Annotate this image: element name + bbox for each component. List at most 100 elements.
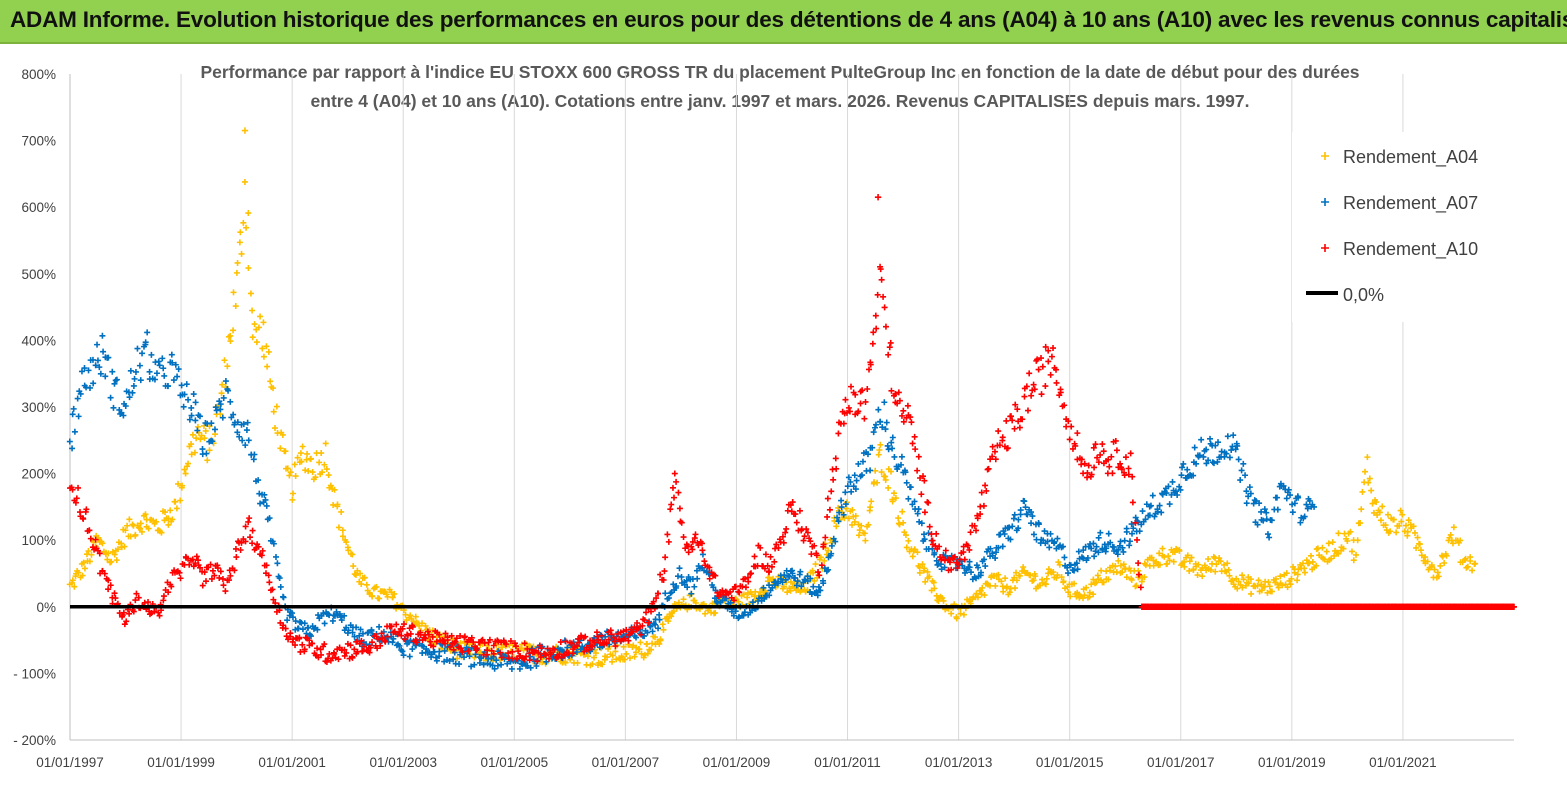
data-point bbox=[1273, 575, 1279, 582]
data-point bbox=[1156, 561, 1163, 568]
data-point bbox=[855, 408, 862, 415]
data-point bbox=[1393, 529, 1400, 536]
data-point bbox=[1123, 525, 1130, 532]
data-point bbox=[1091, 464, 1098, 471]
data-point bbox=[199, 446, 206, 453]
data-point bbox=[122, 527, 129, 534]
data-point bbox=[741, 609, 748, 616]
data-point bbox=[1016, 424, 1023, 431]
data-point bbox=[1195, 561, 1202, 568]
data-point bbox=[1254, 582, 1261, 589]
data-point bbox=[100, 348, 107, 355]
data-point bbox=[998, 578, 1005, 585]
data-point bbox=[1173, 545, 1180, 552]
data-point bbox=[645, 619, 652, 626]
data-point bbox=[130, 608, 137, 615]
data-point bbox=[172, 361, 179, 368]
data-point bbox=[842, 396, 849, 403]
data-point bbox=[299, 641, 306, 648]
data-point bbox=[230, 289, 237, 296]
data-point bbox=[137, 520, 144, 527]
data-point bbox=[764, 562, 771, 569]
data-point bbox=[591, 654, 598, 661]
data-point bbox=[1024, 511, 1031, 518]
data-point bbox=[243, 224, 250, 231]
data-point bbox=[1030, 577, 1037, 584]
data-point bbox=[129, 389, 136, 396]
data-point bbox=[1263, 516, 1270, 523]
data-point bbox=[535, 649, 542, 656]
data-point bbox=[382, 638, 389, 645]
data-point bbox=[812, 561, 819, 568]
data-point bbox=[921, 477, 928, 484]
chart-axes: 01/01/1997 01/01/1999 01/01/2001 01/01/2003… bbox=[13, 67, 1514, 770]
data-point bbox=[688, 590, 695, 597]
y-tick-label: 500% bbox=[21, 267, 56, 282]
data-point bbox=[1303, 501, 1310, 508]
data-point bbox=[245, 210, 252, 217]
data-point bbox=[137, 377, 144, 384]
data-point bbox=[1090, 576, 1097, 583]
data-point bbox=[692, 531, 699, 538]
data-point bbox=[436, 631, 443, 638]
data-point bbox=[400, 652, 407, 659]
data-point bbox=[1053, 366, 1060, 373]
data-point bbox=[914, 467, 921, 474]
data-point bbox=[667, 506, 674, 513]
data-point bbox=[1368, 487, 1375, 494]
data-point bbox=[316, 459, 323, 466]
data-point bbox=[422, 622, 429, 629]
data-point bbox=[933, 530, 940, 537]
data-point bbox=[515, 648, 522, 655]
data-point bbox=[797, 568, 804, 575]
data-point bbox=[111, 551, 118, 558]
data-point bbox=[869, 340, 876, 347]
data-point bbox=[1050, 345, 1057, 352]
data-point bbox=[1417, 547, 1424, 554]
data-point bbox=[456, 661, 463, 668]
data-point bbox=[126, 394, 133, 401]
data-point bbox=[108, 558, 115, 565]
data-point bbox=[1467, 557, 1474, 564]
data-point bbox=[656, 616, 663, 623]
data-point bbox=[134, 345, 141, 352]
data-point bbox=[511, 640, 518, 647]
data-point bbox=[655, 625, 662, 632]
data-point bbox=[1418, 552, 1425, 559]
data-point bbox=[1390, 516, 1397, 523]
data-point bbox=[309, 469, 316, 476]
data-point bbox=[69, 486, 76, 493]
data-point bbox=[825, 547, 832, 554]
data-point bbox=[674, 573, 681, 580]
data-point bbox=[1328, 555, 1335, 562]
data-point bbox=[70, 405, 77, 412]
data-point bbox=[407, 630, 414, 637]
data-point bbox=[1437, 562, 1444, 569]
data-point bbox=[132, 368, 139, 375]
data-point bbox=[249, 307, 256, 314]
data-point bbox=[562, 638, 569, 645]
data-point bbox=[79, 572, 86, 579]
data-point bbox=[263, 502, 270, 509]
data-point bbox=[164, 383, 171, 390]
data-point bbox=[1441, 559, 1448, 566]
data-point bbox=[960, 611, 967, 618]
data-point bbox=[378, 630, 385, 637]
data-point bbox=[309, 640, 316, 647]
data-point bbox=[361, 574, 368, 581]
data-point bbox=[562, 659, 569, 666]
data-point bbox=[406, 653, 413, 660]
data-point bbox=[199, 582, 206, 589]
data-point bbox=[784, 589, 791, 596]
data-point bbox=[240, 219, 247, 226]
data-point bbox=[926, 573, 933, 580]
data-point bbox=[270, 408, 277, 415]
x-tick-label: 01/01/2015 bbox=[1036, 755, 1104, 770]
data-point bbox=[1097, 451, 1104, 458]
data-point bbox=[980, 502, 987, 509]
data-point bbox=[568, 640, 575, 647]
data-point bbox=[820, 580, 827, 587]
y-tick-label: 100% bbox=[21, 533, 56, 548]
data-point bbox=[1028, 509, 1035, 516]
data-point bbox=[710, 584, 717, 591]
